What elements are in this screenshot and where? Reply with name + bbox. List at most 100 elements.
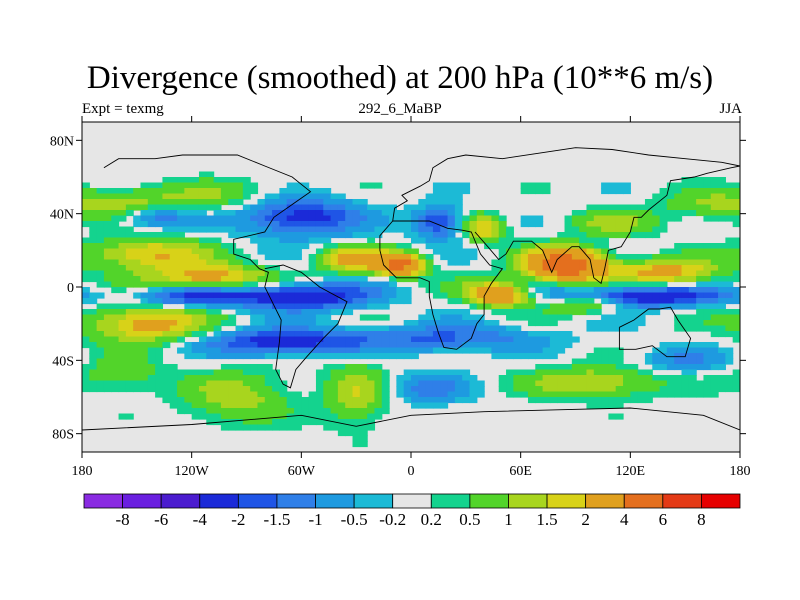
- field-cell: [623, 226, 631, 233]
- field-cell: [462, 287, 471, 294]
- field-cell: [601, 182, 609, 189]
- field-cell: [286, 243, 295, 250]
- field-cell: [403, 320, 412, 327]
- field-cell: [330, 243, 339, 250]
- field-cell: [96, 386, 105, 393]
- field-cell: [352, 215, 361, 222]
- field-cell: [89, 221, 98, 228]
- colorbar-swatch: [585, 493, 625, 509]
- field-cell: [579, 265, 588, 272]
- field-cell: [484, 298, 493, 305]
- field-cell: [279, 347, 288, 354]
- field-cell: [513, 281, 522, 288]
- field-cell: [352, 276, 361, 283]
- field-cell: [637, 375, 646, 382]
- field-cell: [710, 254, 719, 261]
- field-cell: [396, 391, 405, 398]
- field-cell: [513, 237, 522, 244]
- field-cell: [396, 386, 405, 393]
- field-cell: [725, 237, 734, 244]
- field-cell: [718, 287, 726, 294]
- field-cell: [476, 287, 485, 294]
- field-cell: [155, 237, 164, 244]
- field-cell: [374, 325, 383, 332]
- field-cell: [177, 331, 185, 338]
- field-cell: [381, 270, 390, 277]
- field-cell: [527, 243, 536, 250]
- field-cell: [586, 320, 595, 327]
- field-cell: [111, 265, 120, 272]
- field-cell: [491, 309, 500, 316]
- field-cell: [418, 397, 427, 404]
- field-cell: [257, 232, 266, 239]
- field-cell: [228, 199, 237, 206]
- field-cell: [542, 182, 551, 189]
- field-cell: [527, 391, 536, 398]
- field-cell: [308, 265, 317, 272]
- field-cell: [213, 221, 222, 228]
- field-cell: [294, 314, 302, 321]
- field-cell: [191, 182, 200, 189]
- field-cell: [169, 369, 178, 376]
- field-cell: [352, 325, 361, 332]
- field-cell: [337, 397, 346, 404]
- field-cell: [257, 210, 266, 217]
- field-cell: [374, 413, 383, 420]
- field-cell: [710, 188, 719, 195]
- field-cell: [418, 232, 427, 239]
- field-cell: [308, 413, 317, 420]
- field-cell: [447, 325, 456, 332]
- field-cell: [147, 287, 156, 294]
- field-cell: [235, 391, 244, 398]
- field-cell: [469, 320, 478, 327]
- colorbar: -8 -6 -4 -2 -1.5 -1 -0.5 -0.2 0.2 0.5 1 1.5 2 4 6 8: [83, 493, 741, 529]
- field-cell: [425, 347, 434, 354]
- field-cell: [527, 182, 536, 189]
- field-cell: [206, 237, 215, 244]
- field-cell: [301, 226, 310, 233]
- field-cell: [294, 408, 302, 415]
- field-cell: [608, 265, 617, 272]
- field-cell: [242, 303, 251, 310]
- field-cell: [564, 292, 573, 299]
- field-cell: [264, 221, 273, 228]
- field-cell: [111, 210, 120, 217]
- field-cell: [513, 303, 522, 310]
- field-cell: [301, 298, 310, 305]
- field-cell: [396, 336, 405, 343]
- field-cell: [162, 259, 171, 266]
- field-cell: [213, 276, 222, 283]
- colorbar-swatch: [623, 493, 664, 509]
- field-cell: [462, 259, 471, 266]
- field-cell: [323, 320, 332, 327]
- field-cell: [564, 270, 573, 277]
- field-cell: [542, 375, 551, 382]
- field-cell: [359, 408, 368, 415]
- field-cell: [213, 331, 222, 338]
- field-cell: [637, 281, 646, 288]
- field-cell: [125, 188, 134, 195]
- field-cell: [220, 336, 229, 343]
- field-cell: [440, 386, 449, 393]
- field-cell: [169, 204, 178, 211]
- field-cell: [133, 188, 142, 195]
- field-cell: [242, 391, 251, 398]
- field-cell: [623, 325, 631, 332]
- field-cell: [396, 380, 405, 387]
- field-cell: [301, 232, 310, 239]
- field-cell: [732, 248, 740, 255]
- field-cell: [162, 188, 171, 195]
- field-cell: [630, 276, 639, 283]
- field-cell: [191, 281, 200, 288]
- field-cell: [155, 182, 164, 189]
- field-cell: [659, 292, 668, 299]
- field-cell: [732, 336, 740, 343]
- field-cell: [601, 237, 609, 244]
- field-cell: [652, 226, 661, 233]
- field-cell: [330, 364, 339, 371]
- field-cell: [520, 314, 529, 321]
- y-tick-label: 80S: [52, 428, 74, 443]
- field-cell: [177, 210, 185, 217]
- field-cell: [359, 182, 368, 189]
- field-cell: [513, 270, 522, 277]
